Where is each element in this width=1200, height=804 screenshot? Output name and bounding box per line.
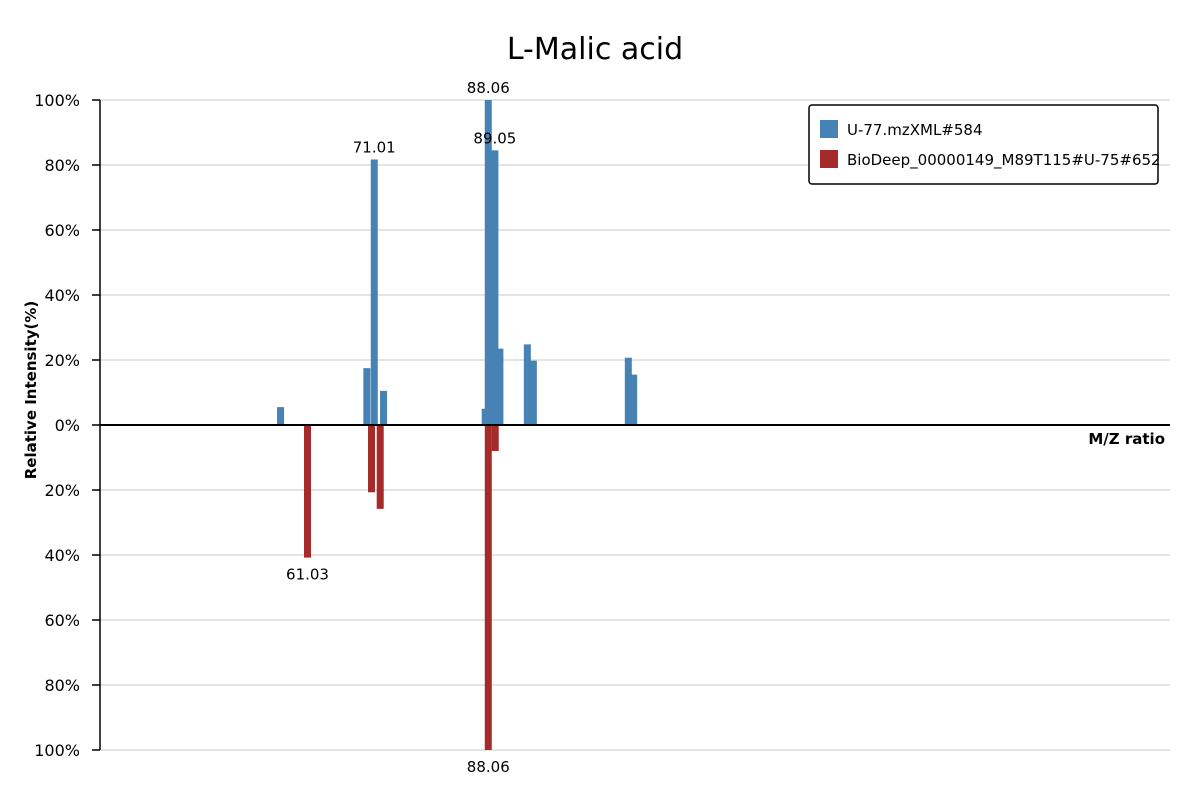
legend: U-77.mzXML#584 BioDeep_00000149_M89T115#… [808, 104, 1161, 185]
bars [277, 100, 638, 750]
chart-title: L-Malic acid [507, 32, 683, 67]
sample-peak-bar [277, 407, 285, 425]
y-tick-label: 80% [44, 156, 80, 175]
y-axis-label: Relative Intensity(%) [22, 301, 40, 480]
sample-peak-bar [523, 344, 531, 425]
legend-label-series-1: U-77.mzXML#584 [847, 121, 983, 139]
legend-label-series-2: BioDeep_00000149_M89T115#U-75#652 [847, 151, 1161, 170]
peak-label: 88.06 [467, 758, 510, 776]
y-tick-label: 0% [55, 416, 80, 435]
peak-label: 61.03 [286, 566, 329, 584]
y-tick-label: 20% [44, 481, 80, 500]
sample-peak-bar [370, 159, 378, 425]
peak-label: 89.05 [473, 129, 516, 147]
x-axis-label: M/Z ratio [1088, 430, 1165, 448]
sample-peak-bar [484, 100, 492, 425]
y-tick-label: 20% [44, 351, 80, 370]
sample-peak-bar [630, 374, 638, 425]
y-tick-label: 60% [44, 221, 80, 240]
sample-peak-bar [624, 357, 632, 425]
reference-peak-bar [368, 425, 376, 493]
y-tick-label: 80% [44, 676, 80, 695]
sample-peak-bar [496, 348, 504, 425]
sample-peak-bar [363, 368, 371, 425]
reference-peak-bar [484, 425, 492, 750]
axes [99, 100, 1170, 750]
peak-label: 88.06 [467, 79, 510, 97]
reference-peak-bar [491, 425, 499, 451]
grid-lines [100, 99, 1170, 751]
reference-peak-bar [376, 425, 384, 509]
sample-peak-bar [491, 150, 499, 425]
legend-swatch-series-2 [820, 150, 838, 168]
y-tick-label: 40% [44, 546, 80, 565]
peak-label: 71.01 [353, 138, 396, 156]
legend-swatch-series-1 [820, 120, 838, 138]
sample-peak-bar [380, 390, 388, 425]
legend-box [808, 104, 1159, 185]
peak-labels: 71.01 88.06 89.05 61.03 88.06 [286, 79, 516, 776]
y-tick-label: 100% [34, 741, 80, 760]
y-tick-label: 100% [34, 91, 80, 110]
reference-peak-bar [304, 425, 312, 558]
y-tick-labels: 100% 80% 60% 40% 20% 0% 20% 40% 60% 80% 100% [34, 91, 100, 760]
sample-peak-bar [529, 360, 537, 425]
y-tick-label: 60% [44, 611, 80, 630]
y-tick-label: 40% [44, 286, 80, 305]
